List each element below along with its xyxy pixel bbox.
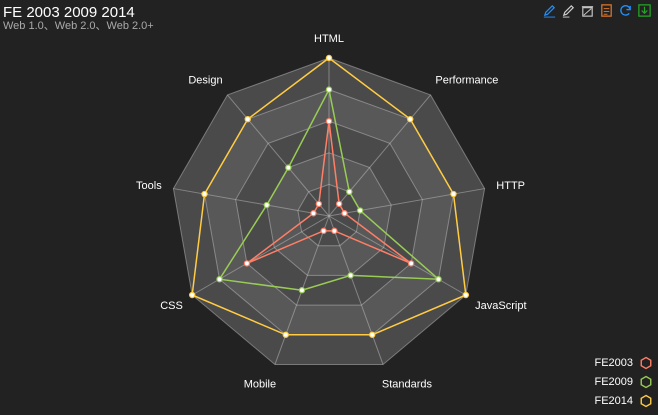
data-point[interactable]	[331, 227, 338, 235]
data-point[interactable]	[325, 86, 333, 93]
data-point[interactable]	[347, 272, 354, 279]
series-line-fe2009	[218, 87, 441, 292]
radar-axis-line	[328, 94, 431, 217]
hexagon-icon	[640, 356, 652, 370]
toolbox	[542, 3, 652, 18]
data-point[interactable]	[335, 200, 343, 208]
hexagon-icon	[640, 375, 652, 389]
mark-icon[interactable]	[542, 3, 557, 18]
radar-split-area	[297, 184, 361, 246]
data-point[interactable]	[282, 331, 289, 338]
radar-axis-line	[191, 215, 330, 296]
axis-label-standards: Standards	[382, 378, 433, 390]
data-point[interactable]	[356, 207, 364, 214]
radar-axis-line	[328, 215, 467, 296]
mark-clear-icon[interactable]	[580, 3, 595, 18]
data-point[interactable]	[263, 201, 270, 209]
legend-label: FE2003	[594, 357, 633, 369]
axis-label-http: HTTP	[496, 180, 525, 192]
radar-axis-line	[328, 188, 485, 217]
radar-axis-line	[328, 215, 384, 365]
series-line-fe2003	[246, 121, 412, 265]
data-point[interactable]	[320, 227, 327, 235]
data-point[interactable]	[201, 190, 208, 198]
legend-item-fe2009[interactable]: FE2009	[594, 374, 653, 390]
legend-label: FE2014	[594, 395, 633, 407]
axis-label-design: Design	[188, 75, 222, 87]
axis-label-mobile: Mobile	[244, 378, 276, 390]
radar-split-line	[235, 120, 423, 306]
radar-series	[188, 54, 470, 338]
radar-axis-line	[173, 188, 330, 217]
data-point[interactable]	[407, 115, 414, 123]
data-point[interactable]	[243, 260, 251, 267]
mark-undo-icon[interactable]	[561, 3, 576, 18]
data-point[interactable]	[325, 54, 333, 62]
hexagon-icon	[640, 394, 652, 408]
series-fe2009	[216, 86, 442, 294]
legend-item-fe2003[interactable]: FE2003	[594, 355, 653, 371]
radar-axis-labels: HTML Performance HTTP JavaScript Standards Mo…	[136, 33, 526, 390]
data-point[interactable]	[188, 291, 196, 299]
data-point[interactable]	[450, 190, 457, 198]
data-point[interactable]	[369, 331, 376, 338]
axis-label-performance: Performance	[435, 75, 498, 87]
legend-item-fe2014[interactable]: FE2014	[594, 393, 653, 409]
data-point[interactable]	[341, 210, 348, 217]
axis-label-tools: Tools	[136, 180, 162, 192]
data-point[interactable]	[216, 276, 223, 283]
data-point[interactable]	[407, 260, 415, 267]
data-point[interactable]	[298, 287, 306, 294]
data-point[interactable]	[435, 276, 442, 283]
data-point[interactable]	[285, 164, 292, 171]
data-point[interactable]	[346, 188, 353, 195]
radar-axis-line	[227, 94, 330, 217]
chart-title: FE 2003 2009 2014	[3, 4, 135, 21]
axis-label-css: CSS	[160, 300, 183, 312]
series-fe2014	[188, 54, 470, 338]
legend: FE2003 FE2009 FE2014	[594, 355, 653, 409]
radar-split-areas	[173, 58, 485, 365]
series-fe2003	[243, 117, 415, 267]
legend-label: FE2009	[594, 376, 633, 388]
series-line-fe2014	[191, 57, 467, 336]
restore-icon[interactable]	[618, 3, 633, 18]
data-point[interactable]	[462, 291, 470, 299]
axis-label-javascript: JavaScript	[475, 300, 526, 312]
chart-subtitle: Web 1.0、Web 2.0、Web 2.0+	[3, 20, 154, 32]
data-view-icon[interactable]	[599, 3, 614, 18]
save-image-icon[interactable]	[637, 3, 652, 18]
axis-label-html: HTML	[314, 33, 344, 45]
data-point[interactable]	[244, 115, 251, 123]
data-point[interactable]	[310, 210, 317, 217]
data-point[interactable]	[315, 200, 323, 208]
radar-split-line	[172, 57, 486, 365]
data-point[interactable]	[325, 117, 333, 125]
